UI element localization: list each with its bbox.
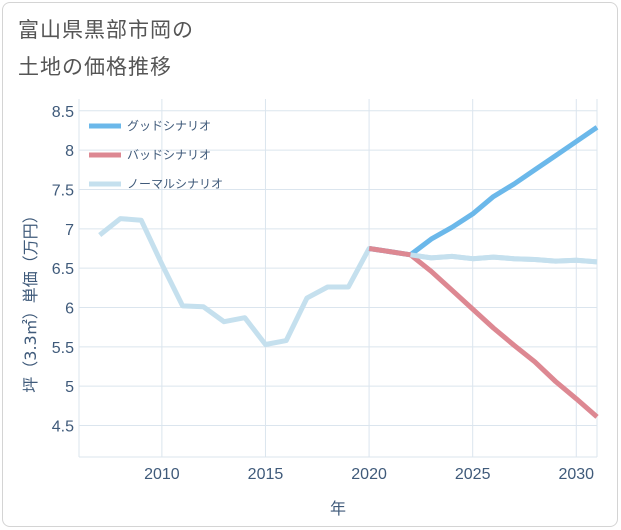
chart-title-line1: 富山県黒部市岡の xyxy=(18,18,194,42)
y-ticks: 4.5 5 5.5 6 6.5 7 7.5 8 8.5 xyxy=(52,104,74,436)
y-tick-label: 5 xyxy=(65,379,74,396)
x-tick-label: 2020 xyxy=(351,466,387,483)
y-tick-label: 7.5 xyxy=(52,182,74,199)
x-tick-label: 2025 xyxy=(455,466,491,483)
series-line-1 xyxy=(368,246,599,419)
x-axis-label: 年 xyxy=(330,499,346,518)
y-tick-label: 8.5 xyxy=(52,104,74,121)
y-axis-label: 坪（3.3㎡）単価（万円） xyxy=(21,207,40,392)
chart-title-line2: 土地の価格推移 xyxy=(18,55,172,79)
legend-label-1: バッドシナリオ xyxy=(127,148,211,162)
x-tick-label: 2010 xyxy=(144,466,180,483)
y-tick-label: 6 xyxy=(65,301,74,318)
y-tick-label: 7 xyxy=(65,222,74,239)
series-lines xyxy=(98,125,599,419)
y-tick-label: 6.5 xyxy=(52,261,74,278)
y-tick-label: 8 xyxy=(65,143,74,160)
x-tick-label: 2030 xyxy=(558,466,594,483)
x-ticks: 2010 2015 2020 2025 2030 xyxy=(144,466,594,483)
y-tick-label: 4.5 xyxy=(52,419,74,436)
legend-label-2: ノーマルシナリオ xyxy=(127,177,223,191)
plot-area xyxy=(79,99,597,457)
series-line-2-projection xyxy=(410,252,598,265)
y-tick-label: 5.5 xyxy=(52,340,74,357)
x-tick-label: 2015 xyxy=(248,466,284,483)
legend-label-0: グッドシナリオ xyxy=(127,119,211,133)
